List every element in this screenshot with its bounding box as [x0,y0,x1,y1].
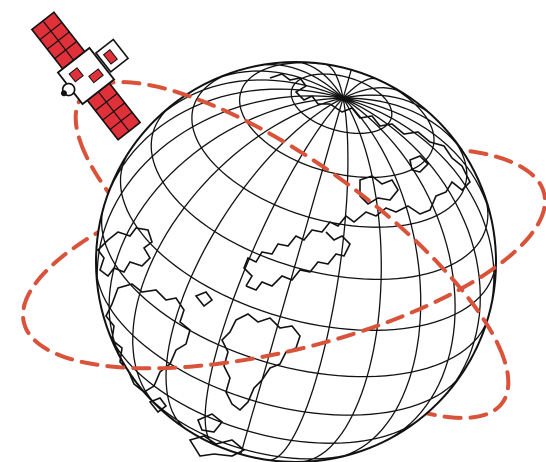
globe-longitude-line [259,63,344,99]
globe-longitude-line [338,97,422,459]
globe-longitude-line [240,97,344,455]
globe-longitude-line [96,95,344,296]
globe-longitude-line [108,97,344,368]
globe-longitude-line [342,97,495,318]
globe-longitude-line [214,70,344,99]
globe-longitude-line [103,88,344,207]
satellite-body [56,46,116,106]
globe-longitude-line [342,94,432,116]
globe-longitude-line [342,87,402,99]
island-arctic [409,155,430,173]
island-caribbean [194,291,214,308]
continent-antarctic-edge [188,435,246,457]
continent-europe [96,227,153,278]
island-greenland [359,175,399,206]
island-small-a [148,397,168,414]
globe-icon [95,61,497,462]
globe-longitude-line [268,97,349,461]
globe-longitude-line [342,69,352,99]
continent-north-america-coast [245,231,351,291]
globe-longitude-line [299,97,382,462]
satellite-icon [30,11,142,141]
island-small-b [196,413,224,433]
satellite-module [94,38,130,74]
globe-longitude-line [343,97,463,152]
globe-longitude-line [151,79,344,124]
globe-longitude-line [204,97,344,446]
globe-continents [96,73,471,457]
continent-north-america [243,73,471,287]
globe-longitude-line [296,61,344,99]
globe-longitude-line [342,97,493,221]
globe-graticule [95,61,497,462]
globe-longitude-line [342,77,376,99]
globe-longitude-line [342,97,481,396]
orbit-tilted-left-front [20,207,546,371]
globe-longitude-line [132,97,344,406]
globe-longitude-line [325,63,344,99]
globe-longitude-line [165,97,344,431]
